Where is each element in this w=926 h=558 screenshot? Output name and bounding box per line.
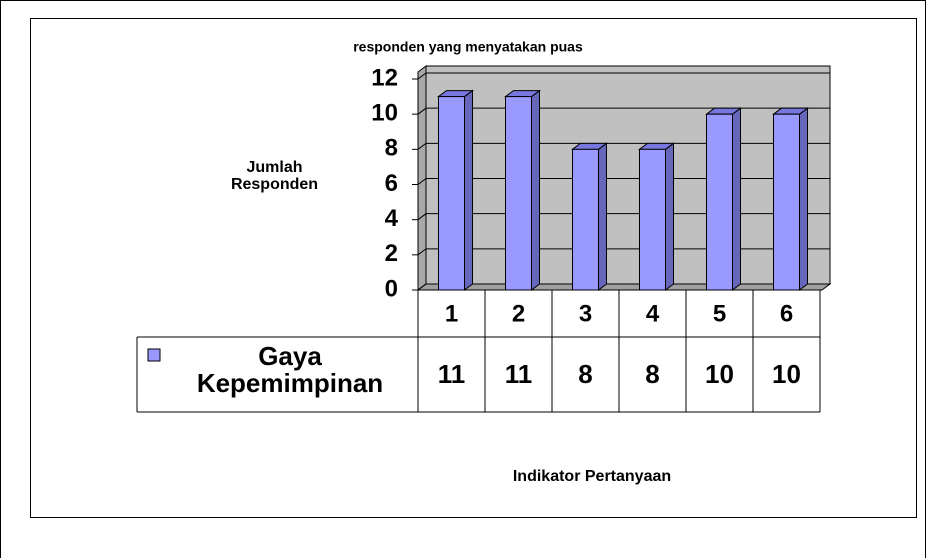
bar: [438, 96, 465, 291]
table-value: 11: [438, 359, 466, 389]
bar: [505, 96, 532, 291]
grid-line: [417, 72, 830, 80]
y-tick-label: 0: [385, 275, 398, 302]
bar: [639, 148, 666, 291]
chart-title: responden yang menyatakan puas: [353, 39, 583, 55]
table-value: 10: [705, 359, 734, 389]
x-tick-label: 5: [713, 300, 726, 327]
table-value: 10: [772, 359, 801, 389]
x-tick-label: 3: [579, 300, 592, 327]
grid-line: [417, 142, 830, 150]
y-tick-label: 8: [385, 135, 398, 162]
legend-label: Gaya Kepemimpinan: [196, 341, 384, 399]
x-tick-label: 2: [512, 300, 525, 327]
grid-line: [417, 213, 830, 221]
back-wall: [425, 65, 831, 285]
grid-line: [417, 283, 830, 291]
chart-frame: [30, 18, 917, 518]
y-tick-label: 4: [385, 205, 399, 232]
table-value: 8: [578, 359, 592, 389]
y-axis-label: Jumlah Responden: [230, 159, 319, 193]
x-axis-label: Indikator Pertanyaan: [513, 468, 671, 485]
x-tick-label: 6: [780, 300, 793, 327]
table-value: 8: [645, 359, 659, 389]
grid-line: [417, 107, 830, 115]
y-tick-label: 2: [385, 240, 398, 267]
bar-side: [665, 142, 674, 291]
x-tick-label: 1: [445, 300, 458, 327]
bar: [773, 113, 800, 291]
floor: [416, 283, 832, 291]
grid-line: [417, 178, 830, 185]
y-tick-label: 12: [371, 64, 398, 91]
grid-line: [417, 248, 830, 256]
side-wall: [417, 65, 427, 291]
legend-marker: [147, 348, 161, 362]
y-tick-label: 10: [371, 100, 398, 127]
table-value: 11: [505, 359, 533, 389]
bar-side: [732, 107, 741, 291]
bar-side: [799, 107, 808, 291]
bar-side: [531, 89, 540, 291]
bar: [572, 148, 599, 291]
bar-side: [464, 89, 473, 291]
y-tick-label: 6: [385, 170, 398, 197]
x-tick-label: 4: [646, 300, 660, 327]
bar-side: [598, 142, 607, 291]
bar: [706, 113, 733, 291]
